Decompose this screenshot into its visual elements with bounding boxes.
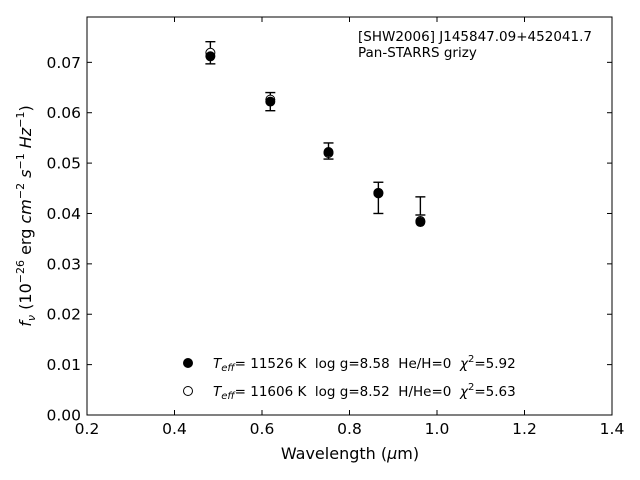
y-axis-ticks: 0.00 0.01 0.02 0.03 0.04 0.05 0.06 0.07 bbox=[46, 54, 612, 425]
legend-label-1: Teff= 11526 K log g=8.58 He/H=0 χ2=5.92 bbox=[213, 354, 516, 374]
y-tick-label: 0.01 bbox=[46, 356, 81, 374]
point-filled bbox=[323, 147, 334, 158]
x-tick-label: 0.8 bbox=[337, 420, 362, 438]
observed-errorbars bbox=[205, 40, 426, 216]
point-filled bbox=[265, 96, 276, 107]
y-tick-label: 0.05 bbox=[46, 155, 81, 173]
x-axis-label: Wavelength (μm) bbox=[281, 444, 419, 463]
x-tick-label: 1.2 bbox=[512, 420, 537, 438]
point-filled bbox=[415, 217, 426, 228]
point-filled bbox=[373, 188, 384, 199]
y-tick-label: 0.06 bbox=[46, 104, 81, 122]
x-tick-label: 0.2 bbox=[75, 420, 100, 438]
y-tick-label: 0.04 bbox=[46, 205, 81, 223]
annotation-survey: Pan-STARRS grizy bbox=[358, 45, 477, 61]
legend-marker-filled bbox=[183, 358, 193, 368]
x-axis-ticks: 0.2 0.4 0.6 0.8 1.0 1.2 1.4 bbox=[75, 17, 625, 438]
legend: Teff= 11526 K log g=8.58 He/H=0 χ2=5.92 … bbox=[183, 354, 516, 402]
x-tick-label: 0.4 bbox=[162, 420, 187, 438]
legend-marker-open bbox=[183, 386, 193, 396]
x-tick-label: 1.0 bbox=[425, 420, 450, 438]
point-filled bbox=[205, 51, 216, 62]
x-tick-label: 1.4 bbox=[600, 420, 625, 438]
x-tick-label: 0.6 bbox=[250, 420, 275, 438]
annotation-title: [SHW2006] J145847.09+452041.7 bbox=[358, 29, 592, 45]
y-axis-label: fν (10−26 erg cm−2 s−1 Hz−1) bbox=[14, 105, 38, 326]
y-tick-label: 0.07 bbox=[46, 54, 81, 72]
model-markers bbox=[205, 47, 426, 228]
y-tick-label: 0.02 bbox=[46, 306, 81, 324]
plot-frame bbox=[86, 16, 613, 416]
legend-label-2: Teff= 11606 K log g=8.52 H/He=0 χ2=5.63 bbox=[213, 382, 516, 402]
y-tick-label: 0.00 bbox=[46, 407, 81, 425]
y-tick-label: 0.03 bbox=[46, 255, 81, 273]
